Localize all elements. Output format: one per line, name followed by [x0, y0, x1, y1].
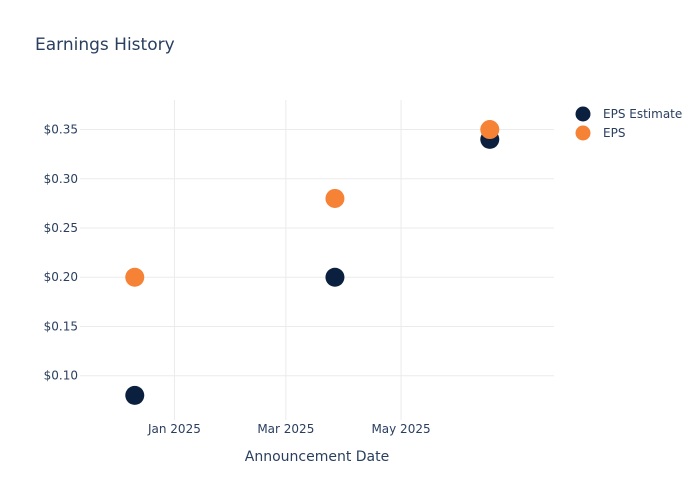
- x-tick-label: Mar 2025: [257, 422, 314, 436]
- eps-point[interactable]: [125, 267, 145, 287]
- y-tick-label: $0.30: [44, 172, 78, 186]
- y-tick-label: $0.15: [44, 319, 78, 333]
- legend-label: EPS Estimate: [603, 107, 682, 121]
- y-tick-label: $0.25: [44, 221, 78, 235]
- x-tick-label: May 2025: [371, 422, 430, 436]
- eps-point[interactable]: [480, 120, 500, 140]
- x-axis-title: Announcement Date: [245, 449, 389, 465]
- legend-item-eps[interactable]: EPS: [575, 125, 626, 141]
- x-axis: Jan 2025 Mar 2025 May 2025: [147, 422, 431, 436]
- legend-marker: [575, 106, 591, 122]
- y-axis: $0.10 $0.15 $0.20 $0.25 $0.30 $0.35: [44, 123, 78, 383]
- eps-estimate-point[interactable]: [125, 385, 145, 405]
- legend[interactable]: EPS Estimate EPS: [575, 106, 683, 141]
- data-points: [125, 120, 500, 405]
- eps-point[interactable]: [325, 188, 345, 208]
- chart-title: Earnings History: [35, 35, 175, 55]
- y-tick-label: $0.10: [44, 369, 78, 383]
- legend-marker: [575, 125, 591, 141]
- x-tick-label: Jan 2025: [147, 422, 201, 436]
- grid-lines: [80, 100, 554, 420]
- legend-label: EPS: [603, 126, 625, 140]
- y-tick-label: $0.20: [44, 270, 78, 284]
- eps-estimate-point[interactable]: [325, 267, 345, 287]
- legend-item-eps-estimate[interactable]: EPS Estimate: [575, 106, 683, 122]
- y-tick-label: $0.35: [44, 123, 78, 137]
